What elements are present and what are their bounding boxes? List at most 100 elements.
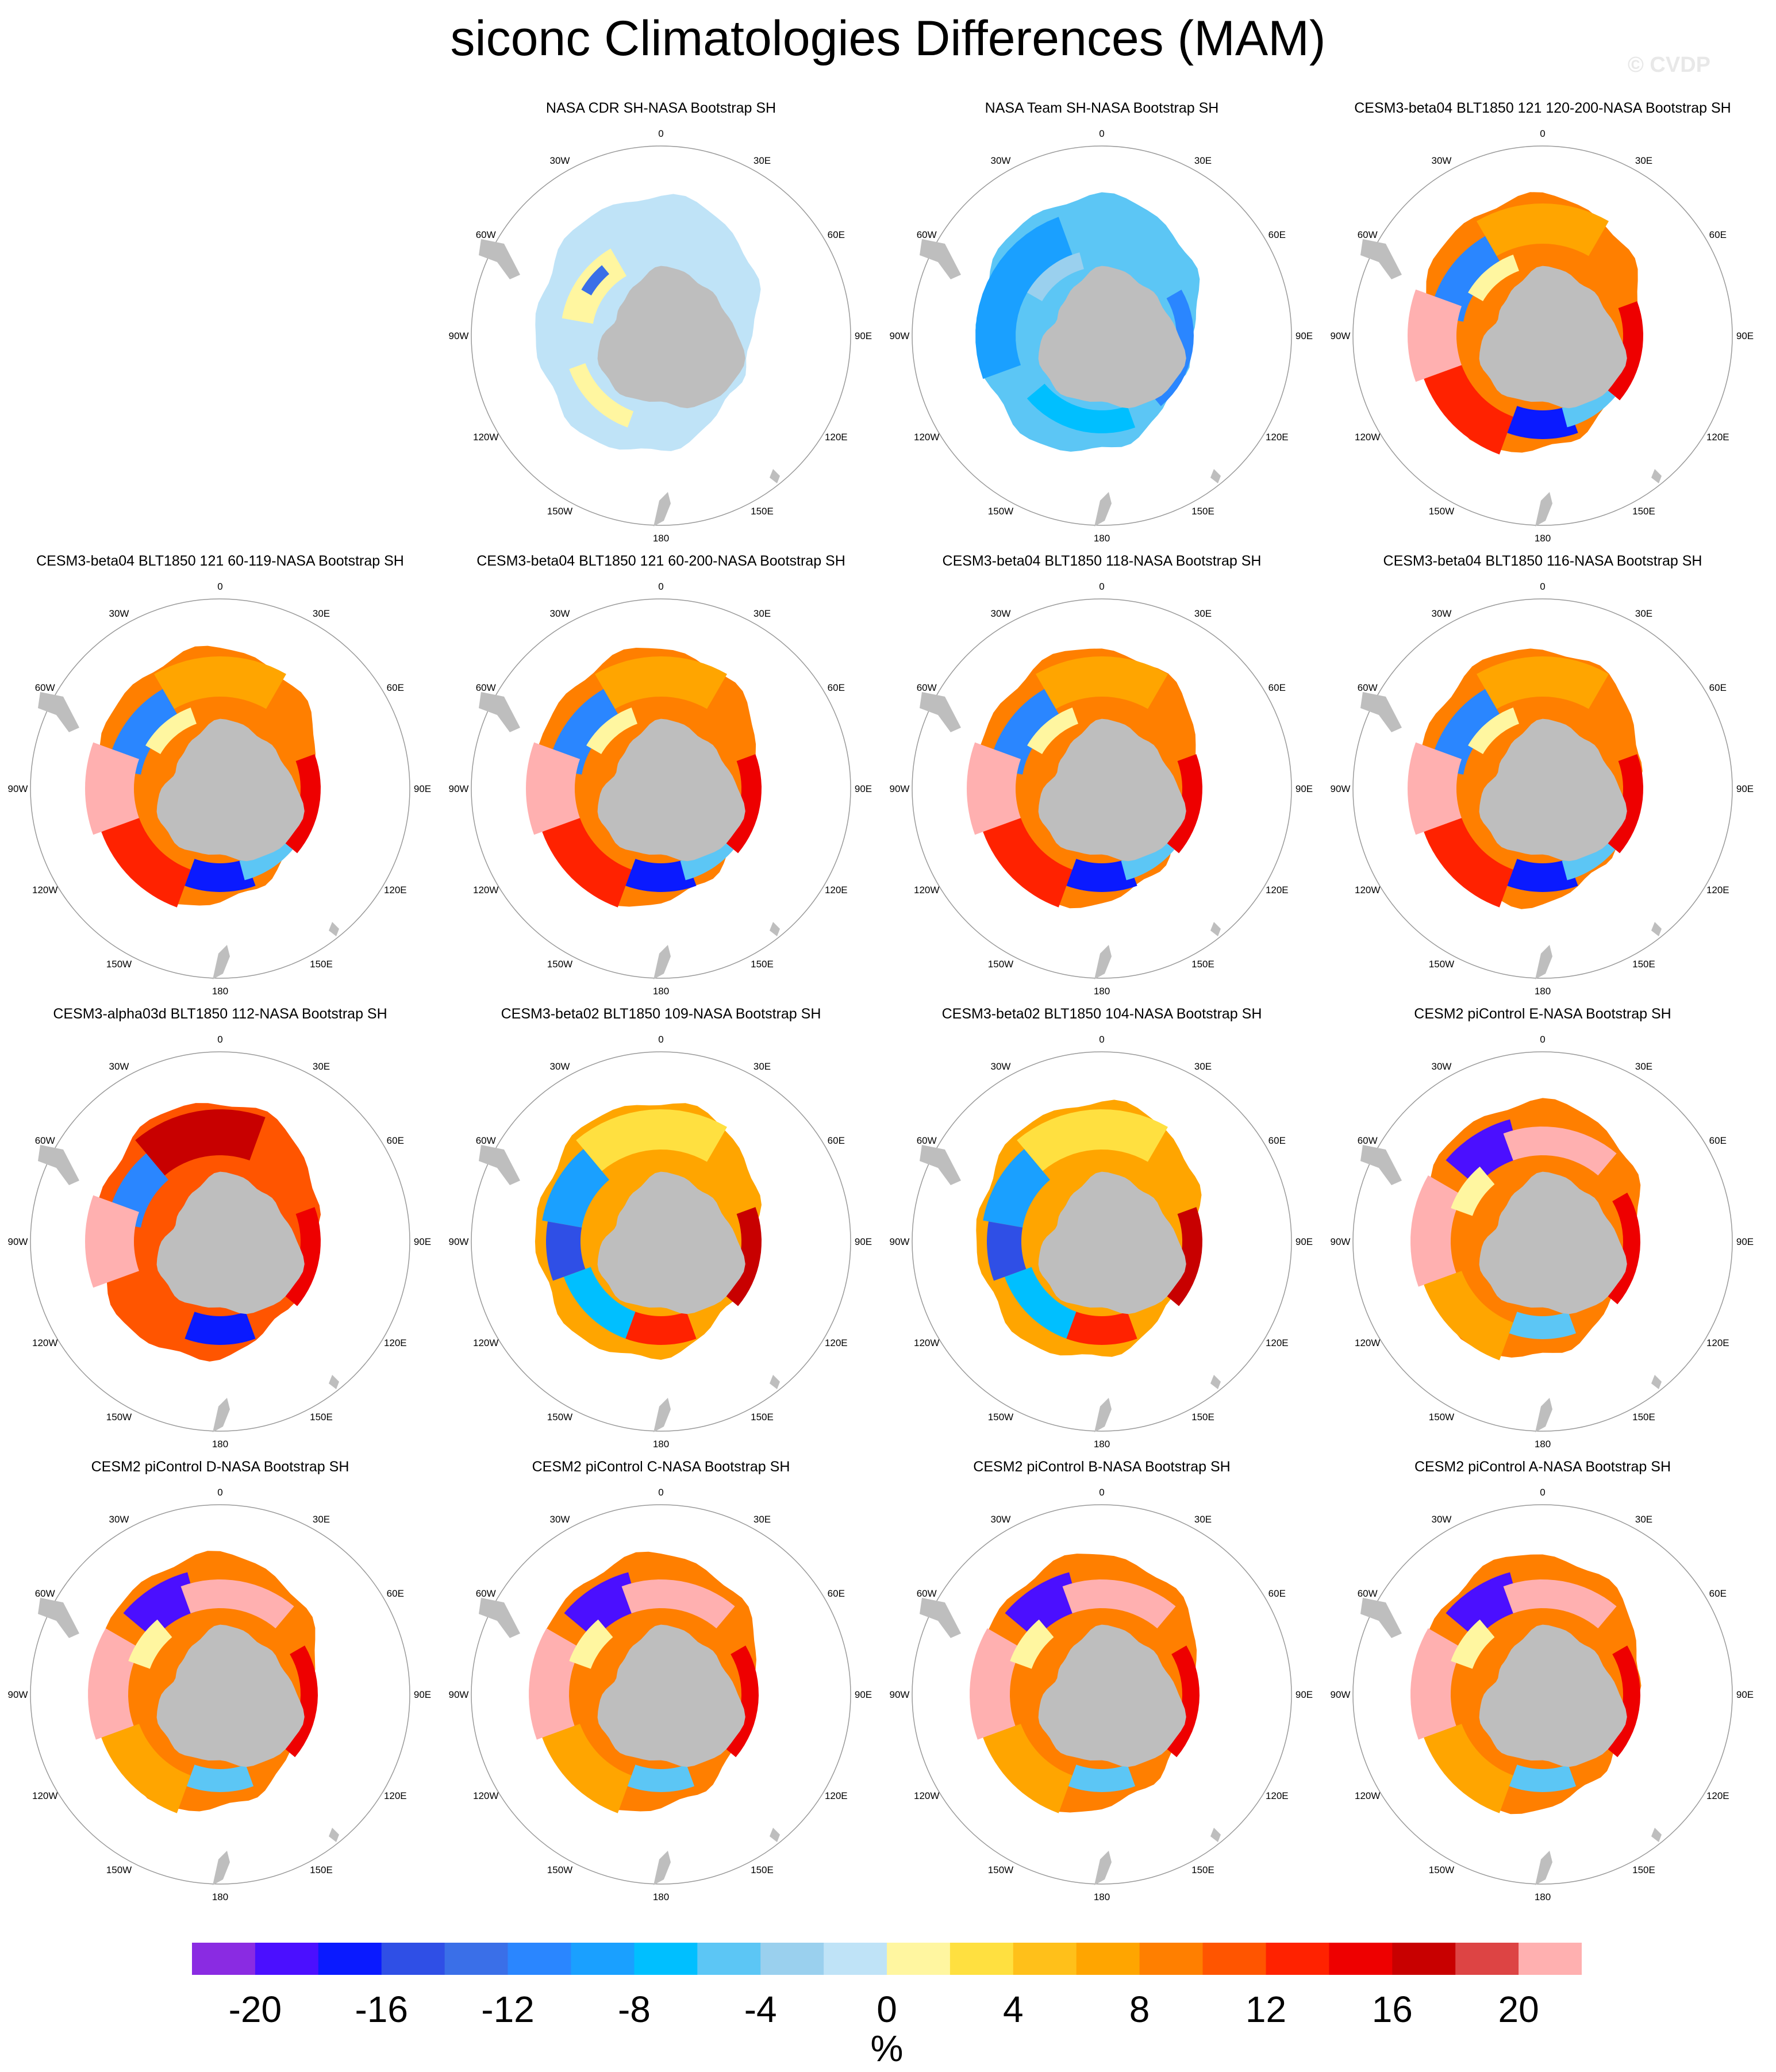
longitude-label: 60W — [1358, 1588, 1378, 1599]
sea-ice-anomaly-patch — [180, 1579, 294, 1629]
colorbar-box — [381, 1943, 445, 1975]
south-america-land — [1360, 692, 1402, 732]
longitude-label: 0 — [658, 1487, 663, 1498]
longitude-label: 150E — [1191, 959, 1214, 970]
longitude-label: 120W — [473, 885, 498, 895]
sea-ice-anomaly-patch — [621, 1579, 735, 1629]
antarctica-land — [1038, 1171, 1186, 1314]
longitude-label: 150E — [1632, 1865, 1655, 1875]
south-america-land — [920, 239, 961, 279]
longitude-label: 150W — [1429, 506, 1454, 517]
longitude-label: 0 — [1099, 1487, 1104, 1498]
longitude-label: 150E — [751, 506, 774, 517]
longitude-label: 0 — [1540, 1034, 1545, 1045]
longitude-label: 30W — [1432, 155, 1452, 166]
longitude-label: 60W — [35, 1135, 55, 1146]
panel-title: CESM3-beta04 BLT1850 121 60-119-NASA Boo… — [36, 553, 404, 569]
sea-ice-anomaly-patch — [989, 689, 1062, 775]
longitude-label: 150W — [547, 959, 572, 970]
longitude-label: 0 — [1099, 1034, 1104, 1045]
new-zealand-land — [213, 1398, 230, 1432]
longitude-label: 60W — [917, 229, 937, 240]
longitude-label: 30W — [550, 1514, 570, 1525]
sea-ice-anomaly-patch — [563, 1267, 636, 1339]
sea-ice-anomaly-patch — [123, 1572, 198, 1639]
longitude-label: 30E — [313, 608, 330, 619]
colorbar-box — [1519, 1943, 1582, 1975]
new-zealand-land — [1094, 1398, 1112, 1432]
longitude-label: 60E — [1268, 229, 1286, 240]
sea-ice-anomaly-patch — [1509, 1312, 1577, 1339]
sea-ice-anomaly-patch — [564, 1572, 639, 1639]
longitude-label: 0 — [1540, 128, 1545, 139]
colorbar-box — [1139, 1943, 1203, 1975]
longitude-label: 150W — [988, 506, 1013, 517]
longitude-label: 0 — [217, 1487, 222, 1498]
sea-ice-anomaly-patch — [282, 1646, 318, 1758]
polar-map: 0 30E 60E 90E 120E 150E 180 150W 120W 90W 60W 30W — [449, 581, 872, 997]
sea-ice-anomaly-patch — [1027, 252, 1084, 301]
sea-ice-anomaly-patch — [1468, 708, 1519, 754]
sea-ice-anomaly-patch — [526, 742, 580, 835]
sea-ice-anomaly-patch — [184, 1312, 256, 1345]
longitude-label: 30E — [1635, 155, 1652, 166]
sea-ice-anomaly-patch — [625, 859, 697, 892]
colorbar-tick-label: 0 — [877, 1989, 897, 2030]
longitude-label: 0 — [658, 1034, 663, 1045]
longitude-label: 150W — [547, 1865, 572, 1875]
sea-ice-anomaly-patch — [1503, 1579, 1617, 1629]
longitude-label: 30W — [550, 155, 570, 166]
longitude-label: 150W — [1429, 1412, 1454, 1423]
longitude-label: 90E — [414, 1236, 431, 1247]
sea-ice-anomaly-patch — [627, 1765, 695, 1792]
sea-ice-anomaly-patch — [107, 689, 180, 775]
longitude-label: 0 — [1099, 128, 1104, 139]
panel-title: CESM3-beta02 BLT1850 104-NASA Bootstrap … — [941, 1006, 1262, 1022]
new-zealand-land — [213, 1851, 230, 1885]
longitude-label: 180 — [653, 986, 669, 997]
map-panel: CESM2 piControl A-NASA Bootstrap SH 0 30E 6… — [1323, 1458, 1763, 1906]
longitude-label: 0 — [217, 581, 222, 592]
sea-ice-anomaly-patch — [970, 1628, 1022, 1740]
sea-ice-anomaly-patch — [101, 1724, 191, 1813]
longitude-label: 150E — [751, 1865, 774, 1875]
sea-ice-anomaly-patch — [1408, 742, 1462, 835]
panel-title: CESM2 piControl C-NASA Bootstrap SH — [532, 1459, 790, 1475]
colorbar-box — [760, 1943, 824, 1975]
longitude-label: 120W — [1355, 885, 1380, 895]
map-panel: NASA Team SH-NASA Bootstrap SH 0 30E 60E 90E… — [882, 99, 1322, 547]
sea-ice-anomaly-patch — [1005, 1572, 1080, 1639]
longitude-label: 120E — [1266, 1337, 1289, 1348]
longitude-label: 30W — [1432, 608, 1452, 619]
longitude-label: 180 — [1094, 533, 1110, 544]
colorbar: -20 -16 -12 -8 -4 0 4 8 12 16 20% — [192, 1943, 1582, 2069]
colorbar-tick-label: 20 — [1498, 1989, 1539, 2030]
longitude-label: 60E — [387, 682, 404, 693]
south-america-land — [1360, 239, 1402, 279]
longitude-label: 120W — [32, 1337, 57, 1348]
colorbar-tick-label: 4 — [1003, 1989, 1024, 2030]
polar-map: 0 30E 60E 90E 120E 150E 180 150W 120W 90W 60W 30W — [449, 1034, 872, 1450]
longitude-label: 150W — [106, 959, 132, 970]
sea-ice-anomaly-patch — [1604, 1193, 1640, 1305]
new-zealand-land — [1094, 1851, 1112, 1885]
sea-ice-anomaly-patch — [1507, 859, 1578, 892]
tasmania-land — [1651, 469, 1662, 483]
antarctica-land — [1479, 1171, 1627, 1314]
sea-ice-anomaly-patch — [186, 1765, 254, 1792]
sea-ice-anomaly-patch — [1451, 1166, 1495, 1216]
colorbar-box — [1202, 1943, 1266, 1975]
longitude-label: 120W — [473, 1790, 498, 1801]
colorbar-box — [697, 1943, 761, 1975]
longitude-label: 60E — [1709, 682, 1727, 693]
sea-ice-anomaly-patch — [1150, 290, 1194, 406]
longitude-label: 120E — [825, 1337, 848, 1348]
sea-ice-anomaly-patch — [1429, 689, 1502, 775]
colorbar-box — [1266, 1943, 1329, 1975]
colorbar-tick-label: 16 — [1372, 1989, 1413, 2030]
sea-ice-anomaly-patch — [983, 818, 1072, 908]
longitude-label: 150W — [988, 1412, 1013, 1423]
sea-ice-anomaly-patch — [101, 818, 191, 908]
panel-title: NASA CDR SH-NASA Bootstrap SH — [545, 100, 776, 116]
new-zealand-land — [1535, 945, 1552, 979]
